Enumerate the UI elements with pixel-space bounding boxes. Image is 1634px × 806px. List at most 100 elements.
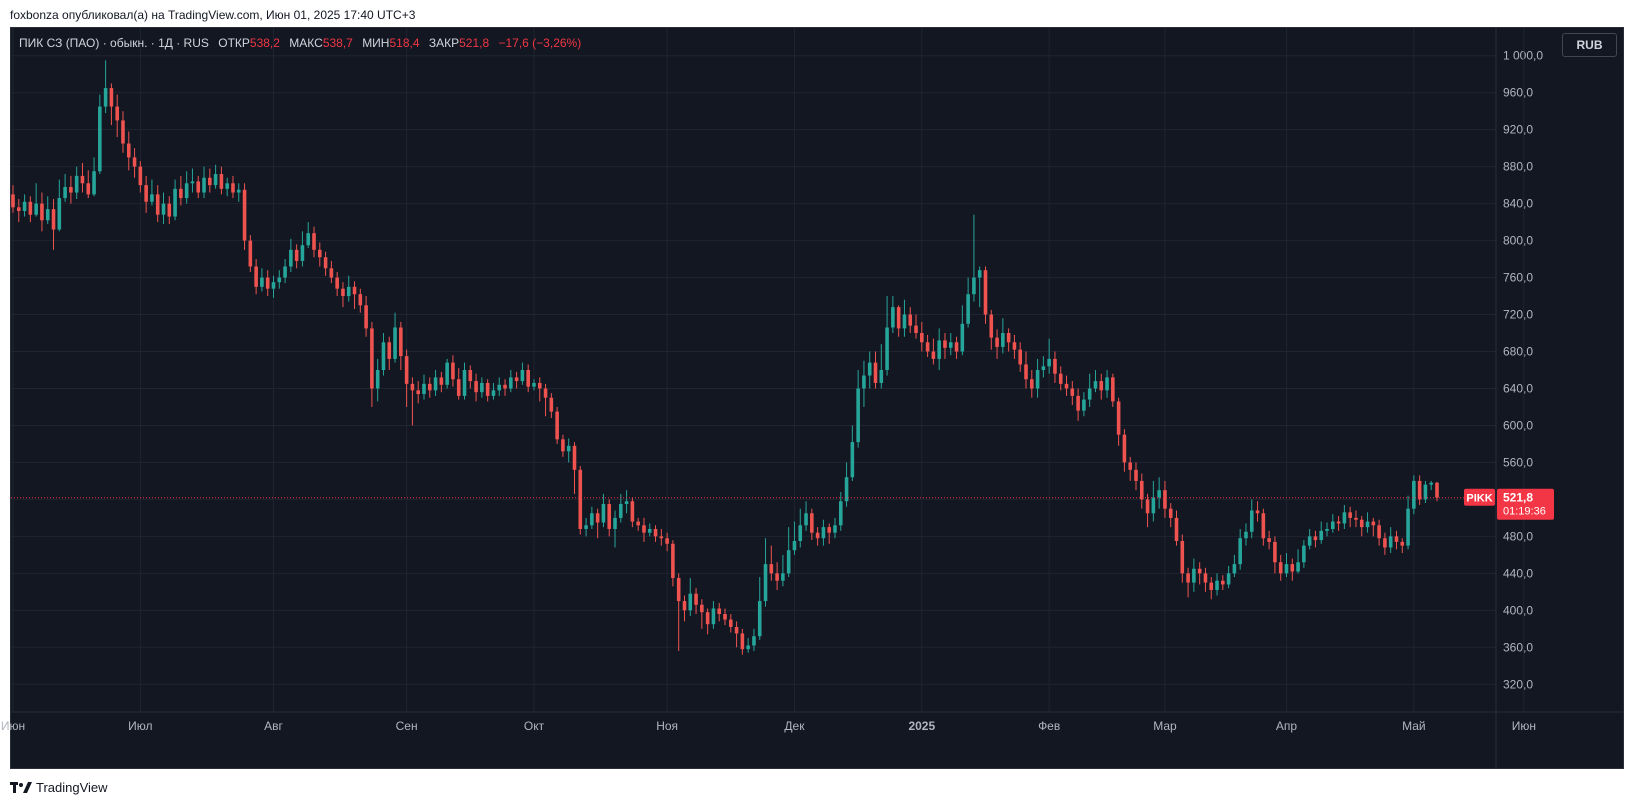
candle-body [341,288,345,297]
candle-body [1087,388,1092,400]
price-axis-label: 400,0 [1503,603,1533,617]
candle-body [752,636,756,646]
candle-body [98,106,102,172]
candle-body [613,517,617,529]
candle-body [891,307,895,328]
chart-frame[interactable] [10,27,1624,769]
candle-body [601,504,606,523]
candle-body [491,390,496,396]
candle-body [242,189,247,241]
candle-body [989,314,994,338]
last-price-value: 521,8 [1503,491,1533,505]
candle-body [624,501,629,505]
time-axis-label: Июн [1512,719,1536,733]
time-axis-label: Май [1402,719,1426,733]
candle-body [1001,333,1005,347]
candle-body [1076,395,1080,411]
candle-body [462,370,467,396]
candle-body [497,384,502,391]
candle-body [289,249,293,267]
candle-body [1383,538,1387,548]
candle-body [1070,388,1075,396]
candle-body [1435,482,1439,498]
candle-body [503,384,507,389]
time-axis-label: Июн [1,719,25,733]
candle-body [561,439,565,452]
candle-body [346,286,351,297]
candle-body [595,513,600,523]
candle-body [40,203,44,221]
candle-body [810,513,814,533]
candle-body [1244,531,1248,539]
candle-body [173,188,177,217]
candle-body [1377,525,1381,539]
candle-body [115,106,119,121]
candle-body [1354,517,1358,520]
candle-body [555,411,559,440]
price-axis-label: 1 000,0 [1503,49,1543,63]
candle-body [381,342,386,370]
candle-body [1215,580,1219,590]
candle-body [711,608,716,625]
legend-symbol[interactable]: ПИК СЗ (ПАО) · обыкн. · 1Д · RUS [19,36,209,50]
candle-body [653,528,658,537]
legend-change: −17,6 (−3,26%) [498,36,582,50]
candle-body [983,270,988,315]
price-axis-label: 560,0 [1503,455,1533,469]
candle-body [433,377,438,391]
candle-body [1012,342,1017,350]
legend-open-label: ОТКР [218,36,250,50]
candle-body [1238,538,1242,565]
candle-body [520,370,525,382]
candle-body [427,383,432,391]
tradingview-logo-icon [10,781,32,794]
candle-body [896,307,901,329]
candle-body [1319,530,1324,541]
price-axis-label: 920,0 [1503,123,1533,137]
candle-body [1157,490,1161,498]
candle-body [121,120,125,144]
brand-name: TradingView [36,780,108,795]
candle-body [867,362,872,376]
price-axis-label: 440,0 [1503,566,1533,580]
candle-body [1145,499,1150,514]
candle-body [566,445,571,452]
candle-body [798,525,803,541]
candle-body [995,337,999,347]
candle-body [1325,528,1329,531]
time-axis-label: Авг [264,719,283,733]
candle-body [1082,399,1086,411]
price-axis-label: 880,0 [1503,160,1533,174]
candle-body [815,532,820,539]
tradingview-brand[interactable]: TradingView [10,780,108,795]
candle-body [1006,333,1011,343]
candle-body [943,340,947,348]
candle-body [231,183,235,193]
price-axis-label: 320,0 [1503,677,1533,691]
candle-body [370,328,374,389]
legend-close-label: ЗАКР [428,36,460,50]
candle-body [1290,564,1295,572]
candle-body [219,174,224,189]
candle-body [132,157,137,167]
candle-body [1423,484,1428,500]
candle-body [236,189,241,193]
candle-body [86,183,91,195]
candle-body [410,383,415,391]
candle-body [862,375,866,389]
candle-body [196,181,201,193]
candle-body [1105,377,1109,391]
candle-body [1099,381,1104,391]
currency-button[interactable]: RUB [1562,33,1617,57]
candle-body [393,327,397,359]
candle-body [474,381,478,393]
candle-body [920,333,924,343]
candle-body [572,445,577,470]
price-axis-label: 960,0 [1503,86,1533,100]
candle-body [636,521,640,526]
candle-body [705,612,710,625]
candle-body [1116,401,1121,435]
candle-body [1163,490,1167,509]
candle-body [966,294,970,324]
